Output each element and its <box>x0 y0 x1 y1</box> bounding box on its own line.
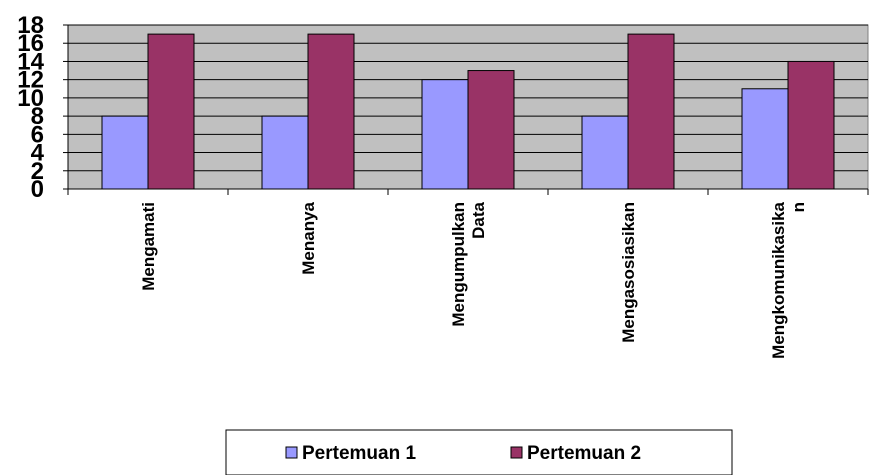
category-label-line: Mengasosiasikan <box>619 202 638 343</box>
legend-label: Pertemuan 1 <box>302 443 416 464</box>
bar-pertemuan-2 <box>467 70 515 190</box>
y-tick-label: 8 <box>31 103 44 130</box>
legend-swatch <box>285 446 298 459</box>
x-axis <box>67 188 869 195</box>
y-tick-label: 18 <box>17 12 44 39</box>
y-tick-label: 6 <box>31 121 44 148</box>
legend-swatch <box>510 446 523 459</box>
bar-pertemuan-2 <box>147 33 195 190</box>
category-label-line: n <box>789 202 808 212</box>
category-label: Menanya <box>299 201 318 274</box>
category-label: Mengkomunikasikan <box>769 201 808 358</box>
bar-pertemuan-1 <box>741 88 789 190</box>
legend-box <box>225 429 733 475</box>
y-tick-label: 16 <box>17 30 44 57</box>
y-tick-label: 4 <box>31 140 45 167</box>
bar-pertemuan-2 <box>787 60 835 190</box>
legend: Pertemuan 1 Pertemuan 2 <box>225 429 733 475</box>
category-label: MengumpulkanData <box>449 201 488 326</box>
y-tick-label: 0 <box>31 176 44 203</box>
category-label-line: Data <box>469 201 488 238</box>
category-label: Mengasosiasikan <box>619 202 638 343</box>
y-tick-label: 2 <box>31 158 44 185</box>
bars <box>101 33 835 190</box>
y-tick-label: 10 <box>17 85 44 112</box>
category-label-line: Menanya <box>299 201 318 274</box>
bar-pertemuan-2 <box>307 33 355 190</box>
category-label-line: Mengumpulkan <box>449 202 468 327</box>
category-labels: Mengamati Menanya MengumpulkanData Mengasos… <box>139 201 808 358</box>
category-label-line: Mengamati <box>139 202 158 291</box>
bar-pertemuan-1 <box>101 115 149 190</box>
category-label: Mengamati <box>139 202 158 291</box>
legend-label: Pertemuan 2 <box>527 443 641 464</box>
bar-pertemuan-1 <box>261 115 309 190</box>
y-tick-label: 14 <box>17 48 44 75</box>
bar-pertemuan-1 <box>581 115 629 190</box>
bar-pertemuan-2 <box>627 33 675 190</box>
bar-pertemuan-1 <box>421 79 469 190</box>
category-label-line: Mengkomunikasika <box>769 201 788 358</box>
y-tick-label: 12 <box>17 67 44 94</box>
